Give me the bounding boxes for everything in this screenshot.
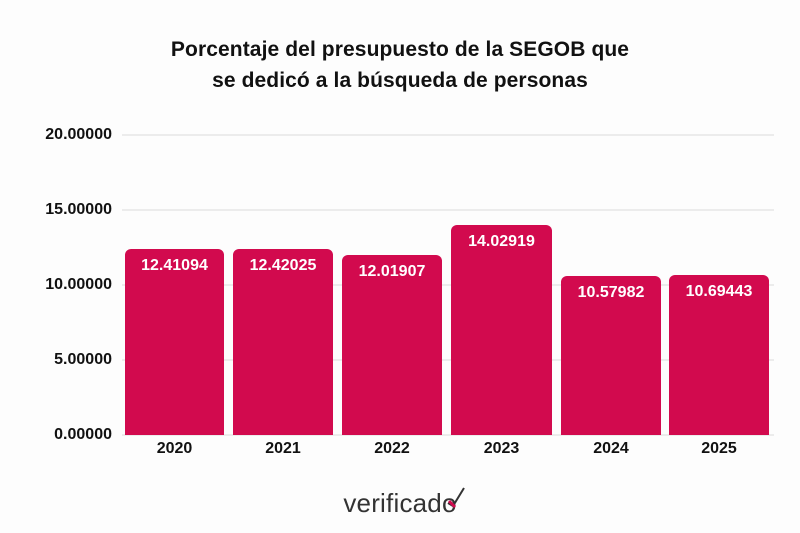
chart-title-line-2: se dedicó a la búsqueda de personas	[212, 69, 588, 92]
gridline-10	[122, 284, 774, 286]
checkmark-icon	[447, 487, 465, 509]
x-tick-2020: 2020	[156, 440, 193, 457]
x-tick-2024: 2024	[593, 440, 629, 457]
x-tick-2021: 2021	[265, 440, 301, 457]
x-tick-2023: 2023	[483, 440, 520, 457]
bar-2024: 10.57982	[561, 276, 661, 435]
bar-value-label: 12.41094	[141, 257, 208, 274]
gridline-15	[122, 209, 774, 211]
bar-2023: 14.02919	[451, 225, 552, 435]
bar-value-label: 12.42025	[249, 257, 317, 274]
gridline-20	[122, 134, 774, 136]
bar-2021: 12.42025	[233, 249, 333, 435]
bar-value-label: 14.02919	[468, 233, 535, 250]
bar-2020: 12.41094	[125, 249, 224, 435]
chart-title-line-1: Porcentaje del presupuesto de la SEGOB q…	[170, 38, 630, 61]
y-tick-20: 20.00000	[45, 126, 112, 143]
gridline-0	[122, 434, 774, 436]
verificado-logo: verificad o	[0, 487, 800, 519]
x-tick-2025: 2025	[701, 440, 737, 457]
chart-title: Porcentaje del presupuesto de la SEGOB q…	[0, 34, 800, 96]
gridline-5	[122, 359, 774, 361]
y-tick-5: 5.00000	[54, 351, 112, 368]
bar-value-label: 12.01907	[358, 263, 426, 280]
x-tick-2022: 2022	[374, 440, 410, 457]
logo-text: verificad	[343, 488, 442, 518]
y-tick-15: 15.00000	[45, 201, 112, 218]
bar-2025: 10.69443	[669, 275, 769, 435]
logo-check-mark: o	[442, 487, 465, 519]
bar-value-label: 10.69443	[685, 283, 753, 300]
y-tick-0: 0.00000	[54, 426, 112, 443]
bar-value-label: 10.57982	[577, 284, 645, 301]
y-tick-10: 10.00000	[45, 276, 112, 293]
bar-2022: 12.01907	[342, 255, 442, 435]
